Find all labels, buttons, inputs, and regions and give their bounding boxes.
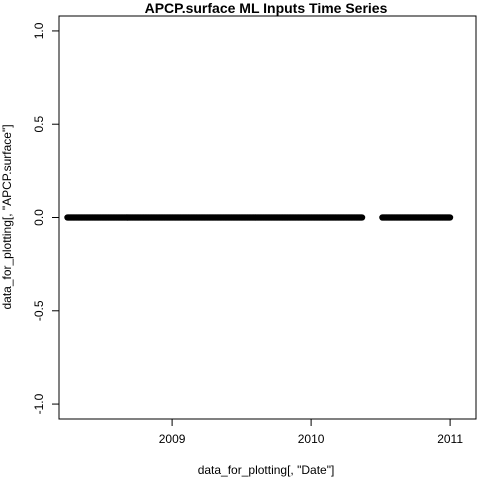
y-tick-label: 1.0	[32, 22, 46, 39]
x-tick-label: 2009	[159, 432, 186, 446]
y-tick-label: 0.5	[32, 116, 46, 133]
x-tick-label: 2011	[437, 432, 463, 446]
data-points	[64, 214, 454, 221]
x-axis: 2009 2010 2011	[159, 419, 463, 446]
y-tick-label: -1.0	[32, 393, 46, 414]
x-axis-label: data_for_plotting[, "Date"]	[198, 463, 335, 477]
data-point	[447, 214, 454, 221]
y-tick-label: 0.0	[32, 209, 46, 226]
y-axis-label: data_for_plotting[, "APCP.surface"]	[0, 124, 14, 309]
chart-title: APCP.surface ML Inputs Time Series	[145, 0, 388, 16]
y-tick-label: -0.5	[32, 300, 46, 321]
y-axis: -1.0 -0.5 0.0 0.5 1.0	[32, 22, 59, 414]
x-tick-label: 2010	[298, 432, 325, 446]
data-point	[359, 214, 366, 221]
